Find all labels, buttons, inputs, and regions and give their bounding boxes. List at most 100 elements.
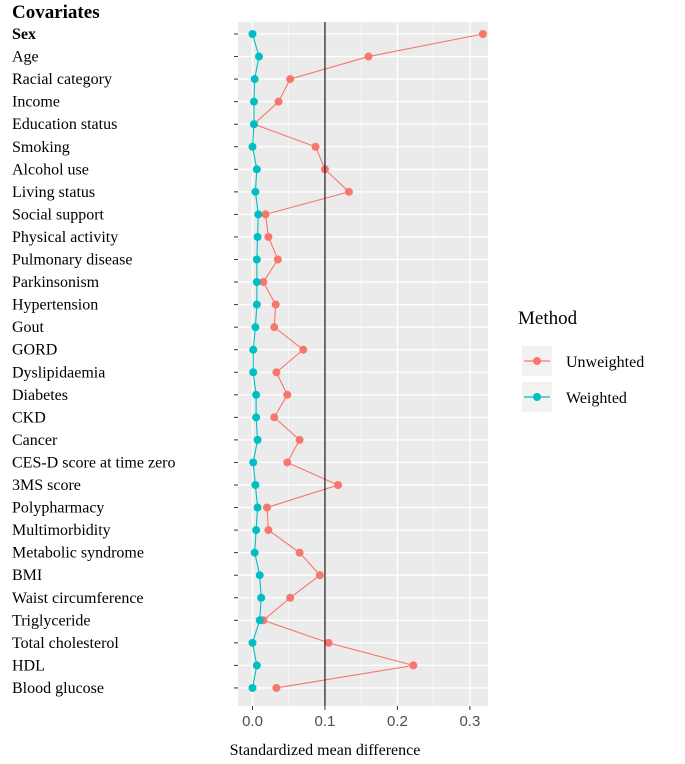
weighted-point xyxy=(252,390,261,399)
unweighted-point xyxy=(299,345,308,354)
covariate-label: Income xyxy=(12,94,60,111)
unweighted-point xyxy=(295,548,304,557)
unweighted-point xyxy=(286,75,295,84)
weighted-point xyxy=(252,661,261,670)
weighted-point xyxy=(253,232,262,241)
unweighted-point xyxy=(271,300,280,309)
weighted-point xyxy=(252,165,261,174)
unweighted-point xyxy=(311,142,320,151)
weighted-point xyxy=(255,52,264,61)
unweighted-point xyxy=(264,526,273,535)
unweighted-point xyxy=(478,30,487,38)
covariate-labels: Sex Age Racial category Income Education sta… xyxy=(12,26,176,697)
weighted-point xyxy=(254,210,263,219)
covariate-label: Blood glucose xyxy=(12,680,104,697)
weighted-point xyxy=(252,255,261,264)
unweighted-line xyxy=(252,33,484,689)
covariate-label: Metabolic syndrome xyxy=(12,545,144,562)
x-axis-ticks xyxy=(251,706,471,710)
minor-gridlines xyxy=(288,22,434,706)
covariate-label: CKD xyxy=(12,409,46,426)
legend-title: Method xyxy=(518,308,578,329)
unweighted-point xyxy=(262,503,271,512)
covariate-label: Age xyxy=(12,49,39,66)
weighted-point xyxy=(257,593,266,602)
weighted-point xyxy=(248,638,257,647)
covariate-label: GORD xyxy=(12,342,57,359)
covariate-label: Polypharmacy xyxy=(12,500,104,517)
x-axis-tick-labels: 0.0 0.1 0.2 0.3 xyxy=(242,713,480,730)
series-points xyxy=(248,30,487,692)
covariate-label: Sex xyxy=(12,26,36,43)
weighted-point xyxy=(249,97,258,106)
weighted-point xyxy=(251,323,260,332)
covariate-label: Cancer xyxy=(12,432,58,449)
weighted-point xyxy=(248,30,257,38)
covariate-label: Gout xyxy=(12,319,45,336)
covariate-label: Education status xyxy=(12,116,117,133)
covariate-label: Pulmonary disease xyxy=(12,252,132,269)
x-tick-label: 0.2 xyxy=(387,713,408,730)
unweighted-point xyxy=(286,593,295,602)
covariate-label: Alcohol use xyxy=(12,161,89,178)
unweighted-point xyxy=(270,323,279,332)
unweighted-point xyxy=(261,210,270,219)
covariate-label: Social support xyxy=(12,206,105,223)
unweighted-point xyxy=(344,187,353,196)
weighted-point xyxy=(252,278,261,287)
unweighted-point xyxy=(272,683,281,692)
covariate-label: 3MS score xyxy=(12,477,81,494)
covariate-label: Parkinsonism xyxy=(12,274,100,291)
weighted-point xyxy=(249,120,258,129)
weighted-point xyxy=(253,435,262,444)
x-tick-label: 0.0 xyxy=(242,713,263,730)
unweighted-point xyxy=(324,638,333,647)
weighted-point xyxy=(252,526,261,535)
weighted-point xyxy=(249,368,258,377)
unweighted-point xyxy=(283,458,292,467)
covariate-label: Dyslipidaemia xyxy=(12,364,105,381)
weighted-point xyxy=(255,571,264,580)
covariate-label: BMI xyxy=(12,567,42,584)
weighted-point xyxy=(251,481,260,489)
weighted-point xyxy=(250,548,259,557)
y-axis-ticks xyxy=(234,33,238,689)
weighted-legend-point xyxy=(533,393,541,401)
covariate-label: Triglyceride xyxy=(12,612,91,629)
covariate-label: Multimorbidity xyxy=(12,522,111,539)
unweighted-point xyxy=(274,97,283,106)
unweighted-point xyxy=(334,481,342,489)
weighted-point xyxy=(251,187,260,196)
covariate-label: Waist circumference xyxy=(12,590,144,607)
unweighted-point xyxy=(259,278,268,287)
weighted-point xyxy=(253,503,262,512)
weighted-point xyxy=(252,413,261,422)
legend-items: Unweighted Weighted xyxy=(522,346,644,412)
chart-heading: Covariates xyxy=(12,2,100,23)
unweighted-legend-label: Unweighted xyxy=(566,354,644,371)
covariate-label: CES-D score at time zero xyxy=(12,454,176,471)
covariate-label: Smoking xyxy=(12,139,70,156)
weighted-point xyxy=(249,345,258,354)
covariate-label: HDL xyxy=(12,657,45,674)
unweighted-point xyxy=(273,255,282,264)
covariate-label: Racial category xyxy=(12,71,112,88)
weighted-point xyxy=(248,683,257,692)
major-gridlines xyxy=(238,22,488,706)
unweighted-legend-point xyxy=(533,357,541,365)
unweighted-point xyxy=(283,390,292,399)
x-tick-label: 0.3 xyxy=(459,713,480,730)
weighted-point xyxy=(250,75,259,84)
plot-panel xyxy=(238,22,488,706)
x-tick-label: 0.1 xyxy=(315,713,336,730)
covariate-label: Diabetes xyxy=(12,387,68,404)
unweighted-point xyxy=(409,661,418,670)
covariate-label: Hypertension xyxy=(12,297,98,314)
unweighted-point xyxy=(264,232,273,241)
unweighted-point xyxy=(315,571,324,580)
legend: Method Unweighted Weighted xyxy=(518,308,644,412)
unweighted-point xyxy=(272,368,281,377)
unweighted-point xyxy=(295,435,304,444)
covariate-label: Living status xyxy=(12,184,95,201)
